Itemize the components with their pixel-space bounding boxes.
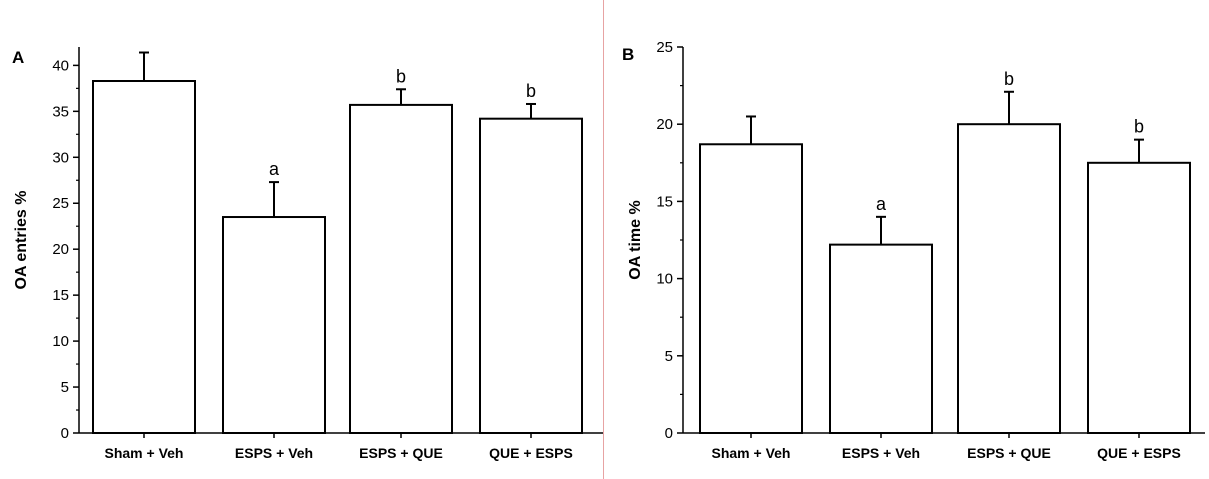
x-tick-label: ESPS + Veh — [842, 445, 920, 461]
y-tick-label: 0 — [61, 425, 69, 442]
significance-label: b — [1134, 117, 1144, 137]
bar — [1087, 161, 1191, 435]
y-tick-label: 30 — [52, 149, 69, 166]
significance-label: b — [526, 81, 536, 101]
y-tick-label: 20 — [52, 241, 69, 258]
y-tick-label: 20 — [656, 116, 673, 133]
panel-label: A — [12, 48, 24, 67]
x-tick-label: Sham + Veh — [712, 445, 791, 461]
y-tick-label: 40 — [52, 57, 69, 74]
y-tick-label: 25 — [656, 39, 673, 56]
y-axis-title: OA time % — [627, 200, 644, 279]
bar — [92, 80, 196, 434]
x-tick-label: ESPS + QUE — [967, 445, 1051, 461]
significance-label: b — [1004, 69, 1014, 89]
significance-label: a — [876, 194, 887, 214]
bar — [829, 243, 933, 434]
panel-a: A 0 5 10 15 20 25 30 35 40 OA entries % Sham + Veh a… — [12, 47, 603, 461]
y-tick-label: 15 — [52, 287, 69, 304]
y-tick-label: 35 — [52, 103, 69, 120]
x-tick-label: ESPS + QUE — [359, 445, 443, 461]
x-tick-label: QUE + ESPS — [489, 445, 573, 461]
y-axis-title: OA entries % — [13, 191, 30, 290]
panel-divider — [603, 0, 604, 479]
x-tick-label: ESPS + Veh — [235, 445, 313, 461]
y-tick-label: 10 — [656, 271, 673, 288]
y-tick-label: 25 — [52, 195, 69, 212]
y-tick-label: 5 — [61, 379, 69, 396]
significance-label: a — [269, 159, 280, 179]
y-tick-label: 10 — [52, 333, 69, 350]
bar — [479, 117, 583, 435]
bar — [957, 123, 1061, 434]
bar — [699, 143, 803, 434]
panel-b: B 0 5 10 15 20 25 OA time % Sham + Veh a ESPS + Ve… — [622, 39, 1205, 461]
y-tick-label: 15 — [656, 193, 673, 210]
y-tick-label: 0 — [665, 425, 673, 442]
panel-label: B — [622, 45, 634, 64]
y-tick-label: 5 — [665, 348, 673, 365]
bar — [222, 216, 326, 434]
significance-label: b — [396, 66, 406, 86]
x-tick-label: Sham + Veh — [105, 445, 184, 461]
bar — [349, 103, 453, 435]
x-tick-label: QUE + ESPS — [1097, 445, 1181, 461]
